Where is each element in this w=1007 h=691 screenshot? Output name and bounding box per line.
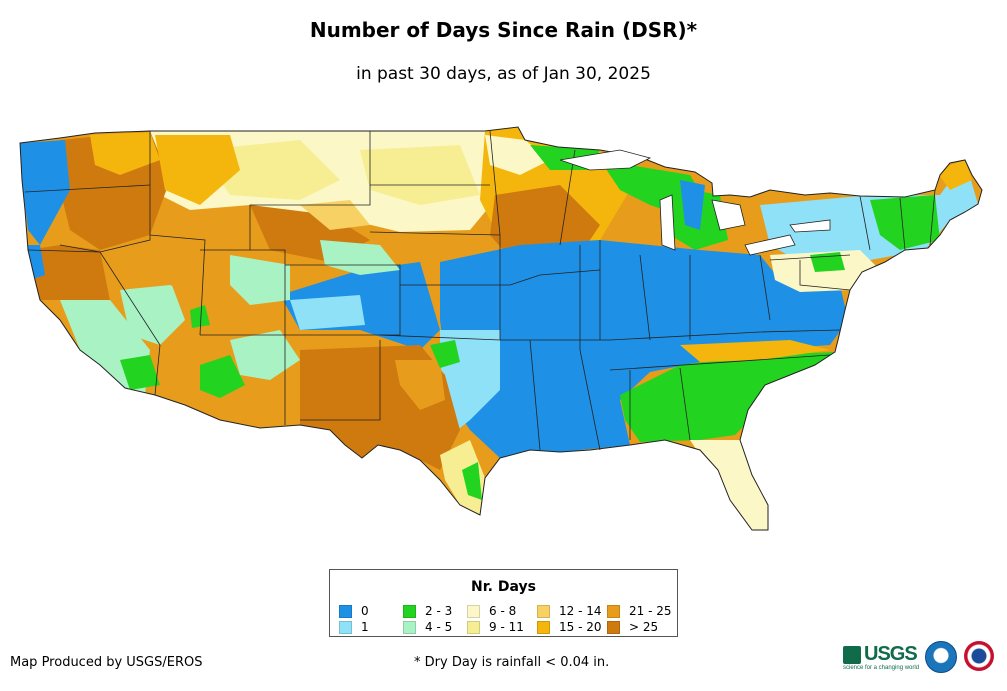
usgs-logo-text: USGS	[864, 643, 918, 665]
legend-item: 1	[339, 620, 369, 634]
noaa-logo-icon	[925, 641, 957, 673]
legend-item: > 25	[607, 620, 658, 634]
legend-item: 6 - 8	[467, 604, 516, 618]
legend-item: 15 - 20	[537, 620, 602, 634]
legend-item: 9 - 11	[467, 620, 524, 634]
map-title: Number of Days Since Rain (DSR)*	[309, 18, 698, 42]
legend-swatch	[339, 604, 352, 618]
map-subtitle: in past 30 days, as of Jan 30, 2025	[356, 64, 651, 84]
legend-label: 12 - 14	[559, 604, 602, 618]
legend-item: 0	[339, 604, 369, 618]
legend-label: 15 - 20	[559, 620, 602, 634]
legend-label: 2 - 3	[425, 604, 453, 618]
legend-label: 0	[361, 604, 369, 618]
legend-label: 9 - 11	[489, 620, 524, 634]
legend-swatch	[537, 604, 550, 618]
legend: Nr. Days 0 1 2 - 3 4 - 5 6 - 8 9 - 11 12 - 14 1…	[329, 569, 678, 637]
legend-swatch	[537, 620, 550, 634]
legend-item: 4 - 5	[403, 620, 452, 634]
legend-swatch	[607, 620, 620, 634]
nws-logo-icon	[964, 641, 994, 671]
legend-swatch	[467, 604, 480, 618]
legend-label: > 25	[629, 620, 659, 634]
legend-item: 21 - 25	[607, 604, 672, 618]
map-credit: Map Produced by USGS/EROS	[10, 655, 203, 670]
legend-title: Nr. Days	[471, 579, 536, 595]
legend-label: 6 - 8	[489, 604, 517, 618]
legend-item: 2 - 3	[403, 604, 452, 618]
legend-swatch	[467, 620, 480, 634]
dry-day-footnote: * Dry Day is rainfall < 0.04 in.	[414, 655, 610, 670]
legend-swatch	[403, 620, 416, 634]
usgs-mark-icon	[843, 645, 861, 664]
legend-swatch	[339, 620, 352, 634]
us-dsr-map	[19, 126, 983, 531]
legend-label: 1	[361, 620, 369, 634]
usgs-logo: USGS	[843, 643, 918, 666]
legend-label: 21 - 25	[629, 604, 672, 618]
legend-label: 4 - 5	[425, 620, 453, 634]
legend-item: 12 - 14	[537, 604, 602, 618]
legend-swatch	[403, 604, 416, 618]
legend-swatch	[607, 604, 620, 618]
usgs-tagline: science for a changing world	[843, 665, 920, 671]
agency-logos: USGS science for a changing world	[843, 641, 1003, 675]
